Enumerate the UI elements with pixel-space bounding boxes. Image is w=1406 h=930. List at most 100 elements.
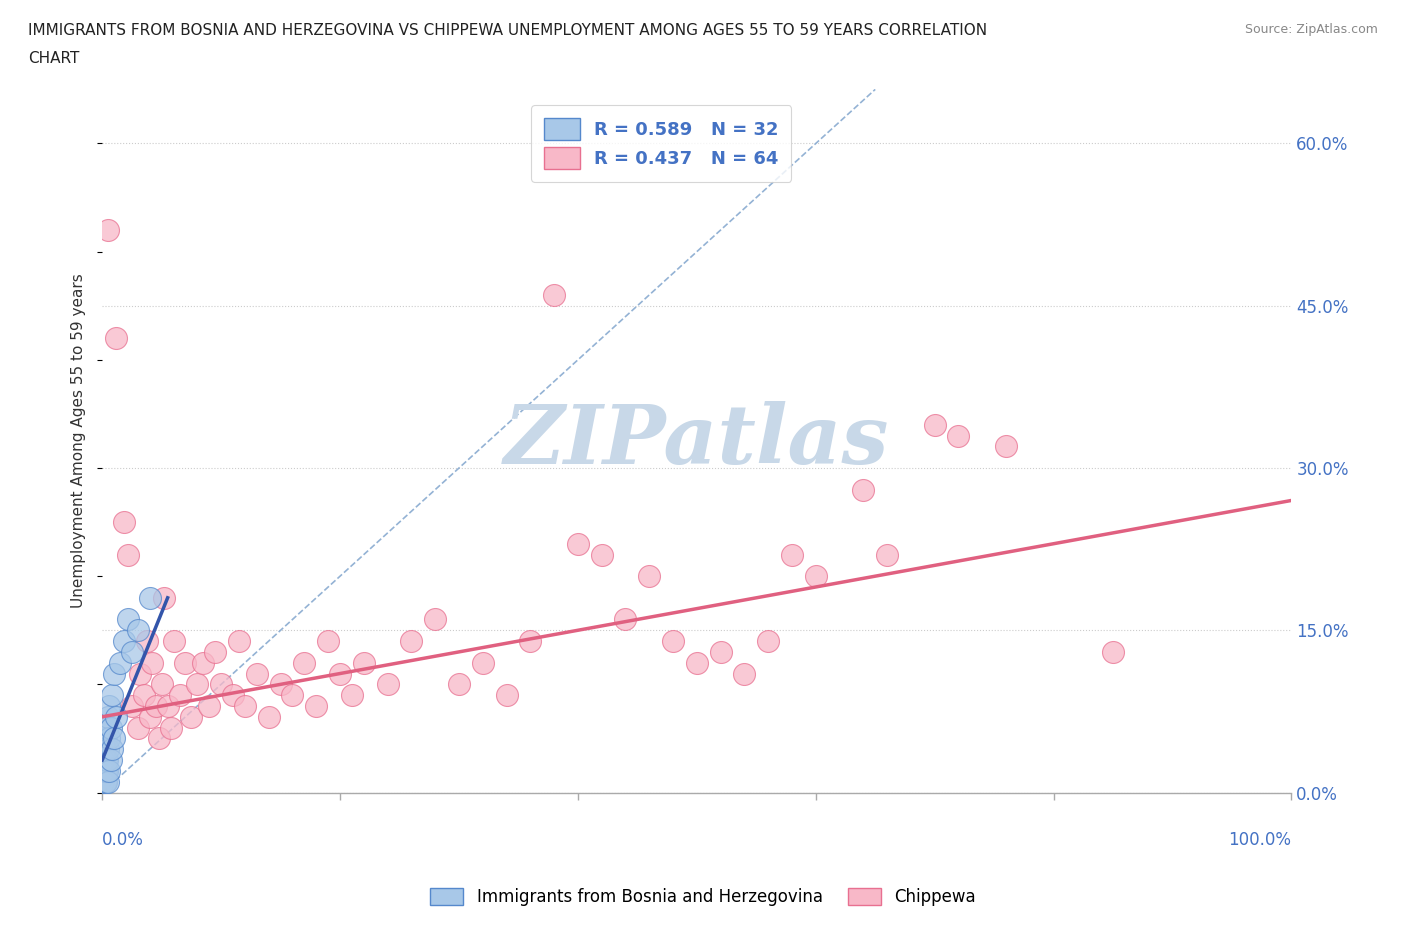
Point	[233, 698, 256, 713]
Point	[160, 720, 183, 735]
Point	[1102, 644, 1125, 659]
Point	[150, 677, 173, 692]
Point	[543, 287, 565, 302]
Point	[567, 537, 589, 551]
Point	[329, 666, 352, 681]
Point	[93, 764, 115, 778]
Point	[96, 752, 118, 767]
Point	[97, 775, 120, 790]
Point	[204, 644, 226, 659]
Legend: R = 0.589   N = 32, R = 0.437   N = 64: R = 0.589 N = 32, R = 0.437 N = 64	[531, 105, 792, 182]
Point	[141, 656, 163, 671]
Point	[340, 687, 363, 702]
Point	[710, 644, 733, 659]
Point	[852, 482, 875, 497]
Point	[662, 633, 685, 648]
Point	[98, 731, 121, 746]
Point	[153, 591, 176, 605]
Point	[222, 687, 245, 702]
Point	[127, 720, 149, 735]
Text: CHART: CHART	[28, 51, 80, 66]
Point	[733, 666, 755, 681]
Point	[139, 710, 162, 724]
Point	[103, 731, 125, 746]
Point	[100, 720, 122, 735]
Point	[108, 656, 131, 671]
Point	[686, 656, 709, 671]
Point	[780, 547, 803, 562]
Point	[100, 742, 122, 757]
Point	[139, 591, 162, 605]
Point	[471, 656, 494, 671]
Point	[117, 612, 139, 627]
Point	[112, 633, 135, 648]
Point	[94, 731, 117, 746]
Point	[174, 656, 197, 671]
Point	[377, 677, 399, 692]
Point	[93, 742, 115, 757]
Point	[614, 612, 637, 627]
Point	[804, 569, 827, 584]
Point	[100, 752, 122, 767]
Point	[94, 752, 117, 767]
Point	[638, 569, 661, 584]
Point	[209, 677, 232, 692]
Point	[924, 418, 946, 432]
Point	[519, 633, 541, 648]
Point	[98, 698, 121, 713]
Point	[94, 764, 117, 778]
Y-axis label: Unemployment Among Ages 55 to 59 years: Unemployment Among Ages 55 to 59 years	[72, 273, 86, 608]
Point	[162, 633, 184, 648]
Point	[447, 677, 470, 692]
Point	[97, 222, 120, 237]
Point	[97, 710, 120, 724]
Point	[401, 633, 423, 648]
Point	[136, 633, 159, 648]
Point	[180, 710, 202, 724]
Point	[98, 764, 121, 778]
Point	[112, 514, 135, 529]
Point	[495, 687, 517, 702]
Point	[186, 677, 208, 692]
Point	[591, 547, 613, 562]
Point	[756, 633, 779, 648]
Point	[100, 687, 122, 702]
Point	[316, 633, 339, 648]
Point	[193, 656, 215, 671]
Point	[292, 656, 315, 671]
Point	[228, 633, 250, 648]
Point	[121, 644, 143, 659]
Point	[353, 656, 375, 671]
Text: 100.0%: 100.0%	[1229, 831, 1292, 849]
Point	[117, 547, 139, 562]
Point	[105, 710, 128, 724]
Point	[425, 612, 447, 627]
Point	[169, 687, 191, 702]
Point	[246, 666, 269, 681]
Point	[94, 775, 117, 790]
Text: ZIPatlas: ZIPatlas	[505, 401, 890, 481]
Point	[995, 439, 1018, 454]
Point	[876, 547, 898, 562]
Text: 0.0%: 0.0%	[103, 831, 143, 849]
Point	[148, 731, 170, 746]
Point	[96, 720, 118, 735]
Text: IMMIGRANTS FROM BOSNIA AND HERZEGOVINA VS CHIPPEWA UNEMPLOYMENT AMONG AGES 55 TO: IMMIGRANTS FROM BOSNIA AND HERZEGOVINA V…	[28, 23, 987, 38]
Point	[281, 687, 304, 702]
Point	[93, 775, 115, 790]
Point	[121, 698, 143, 713]
Point	[105, 331, 128, 346]
Point	[305, 698, 328, 713]
Point	[96, 764, 118, 778]
Point	[127, 623, 149, 638]
Point	[270, 677, 292, 692]
Point	[93, 775, 115, 790]
Point	[132, 687, 155, 702]
Point	[103, 666, 125, 681]
Text: Source: ZipAtlas.com: Source: ZipAtlas.com	[1244, 23, 1378, 36]
Point	[198, 698, 221, 713]
Point	[93, 752, 115, 767]
Point	[156, 698, 179, 713]
Point	[145, 698, 167, 713]
Point	[948, 428, 970, 443]
